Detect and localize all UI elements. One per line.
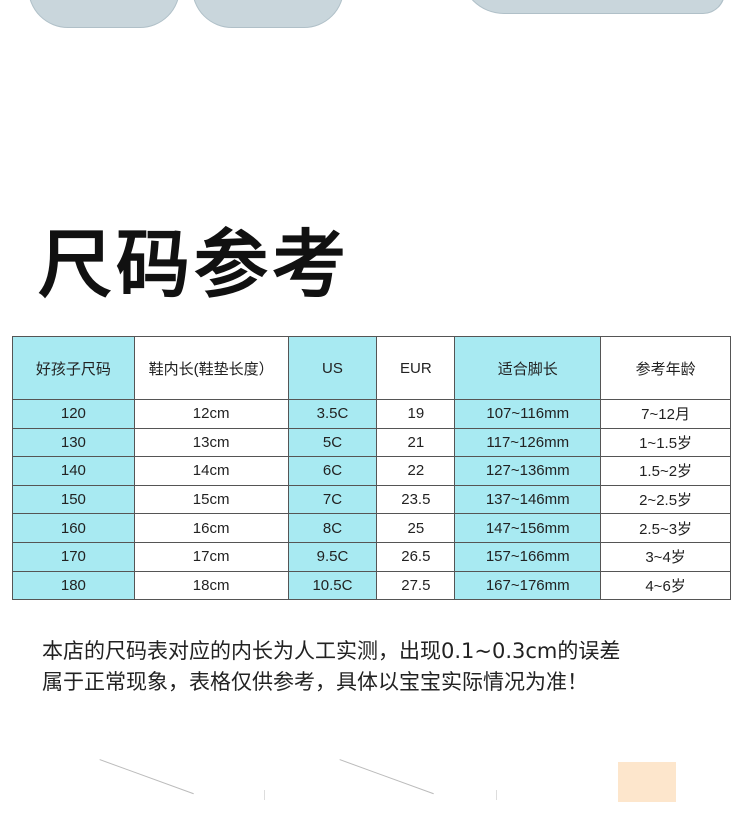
table-cell: 14cm: [133, 456, 289, 486]
note-line: 属于正常现象，表格仅供参考，具体以宝宝实际情况为准！: [42, 670, 588, 694]
column-header: 适合脚长: [454, 336, 602, 400]
table-cell: 130: [12, 427, 135, 458]
table-cell: 127~136mm: [454, 456, 602, 486]
table-cell: 9.5C: [287, 541, 378, 572]
table-cell: 7C: [287, 484, 378, 515]
table-cell: 137~146mm: [454, 484, 602, 515]
divider: [264, 790, 265, 800]
table-cell: 7~12月: [600, 399, 731, 429]
table-cell: 160: [12, 513, 135, 543]
table-cell: 19: [376, 399, 456, 429]
table-cell: 18cm: [133, 570, 289, 601]
table-cell: 120: [12, 399, 135, 429]
table-row: 160 16cm 8C 25 147~156mm 2.5~3岁: [12, 513, 731, 543]
table-cell: 27.5: [376, 570, 456, 601]
table-cell: 6C: [287, 456, 378, 486]
table-cell: 107~116mm: [454, 399, 602, 429]
table-cell: 140: [12, 456, 135, 486]
table-row: 180 18cm 10.5C 27.5 167~176mm 4~6岁: [12, 570, 731, 601]
size-chart-table: 好孩子尺码 鞋内长(鞋垫长度） US EUR 适合脚长 参考年龄 120 12cm 3.5C 1…: [12, 336, 731, 601]
table-cell: 25: [376, 513, 456, 543]
table-row: 150 15cm 7C 23.5 137~146mm 2~2.5岁: [12, 484, 731, 515]
table-cell: 3~4岁: [600, 541, 731, 572]
table-cell: 8C: [287, 513, 378, 543]
table-cell: 170: [12, 541, 135, 572]
table-cell: 167~176mm: [454, 570, 602, 601]
column-header: 好孩子尺码: [12, 336, 135, 400]
table-cell: 26.5: [376, 541, 456, 572]
measure-illustration-2: [326, 759, 434, 831]
table-row: 170 17cm 9.5C 26.5 157~166mm 3~4岁: [12, 541, 731, 572]
shoe-sole-image-left: [28, 0, 180, 28]
table-cell: 13cm: [133, 427, 289, 458]
table-cell: 4~6岁: [600, 570, 731, 601]
table-cell: 117~126mm: [454, 427, 602, 458]
page-title: 尺码参考: [38, 222, 350, 308]
measure-illustration-3: [618, 762, 676, 802]
table-row: 140 14cm 6C 22 127~136mm 1.5~2岁: [12, 456, 731, 486]
note-line: 本店的尺码表对应的内长为人工实测，出现0.1~0.3cm的误差: [42, 639, 621, 663]
table-cell: 2.5~3岁: [600, 513, 731, 543]
shoe-side-image: [460, 0, 725, 14]
measure-illustration-1: [86, 759, 194, 831]
table-cell: 12cm: [133, 399, 289, 429]
table-cell: 15cm: [133, 484, 289, 515]
table-cell: 10.5C: [287, 570, 378, 601]
shoe-sole-image-right: [192, 0, 344, 28]
table-cell: 23.5: [376, 484, 456, 515]
table-cell: 21: [376, 427, 456, 458]
divider: [496, 790, 497, 800]
table-cell: 22: [376, 456, 456, 486]
table-cell: 157~166mm: [454, 541, 602, 572]
column-header: 鞋内长(鞋垫长度）: [133, 336, 289, 400]
table-cell: 150: [12, 484, 135, 515]
table-cell: 3.5C: [287, 399, 378, 429]
size-note: 本店的尺码表对应的内长为人工实测，出现0.1~0.3cm的误差 属于正常现象，表…: [42, 636, 620, 698]
table-row: 120 12cm 3.5C 19 107~116mm 7~12月: [12, 399, 731, 429]
table-cell: 16cm: [133, 513, 289, 543]
table-cell: 2~2.5岁: [600, 484, 731, 515]
table-cell: 1~1.5岁: [600, 427, 731, 458]
table-row: 130 13cm 5C 21 117~126mm 1~1.5岁: [12, 427, 731, 458]
column-header: US: [287, 336, 378, 400]
table-cell: 147~156mm: [454, 513, 602, 543]
table-cell: 180: [12, 570, 135, 601]
table-cell: 1.5~2岁: [600, 456, 731, 486]
column-header: EUR: [376, 336, 456, 400]
table-cell: 17cm: [133, 541, 289, 572]
table-header-row: 好孩子尺码 鞋内长(鞋垫长度） US EUR 适合脚长 参考年龄: [12, 336, 731, 400]
column-header: 参考年龄: [600, 336, 731, 400]
table-cell: 5C: [287, 427, 378, 458]
